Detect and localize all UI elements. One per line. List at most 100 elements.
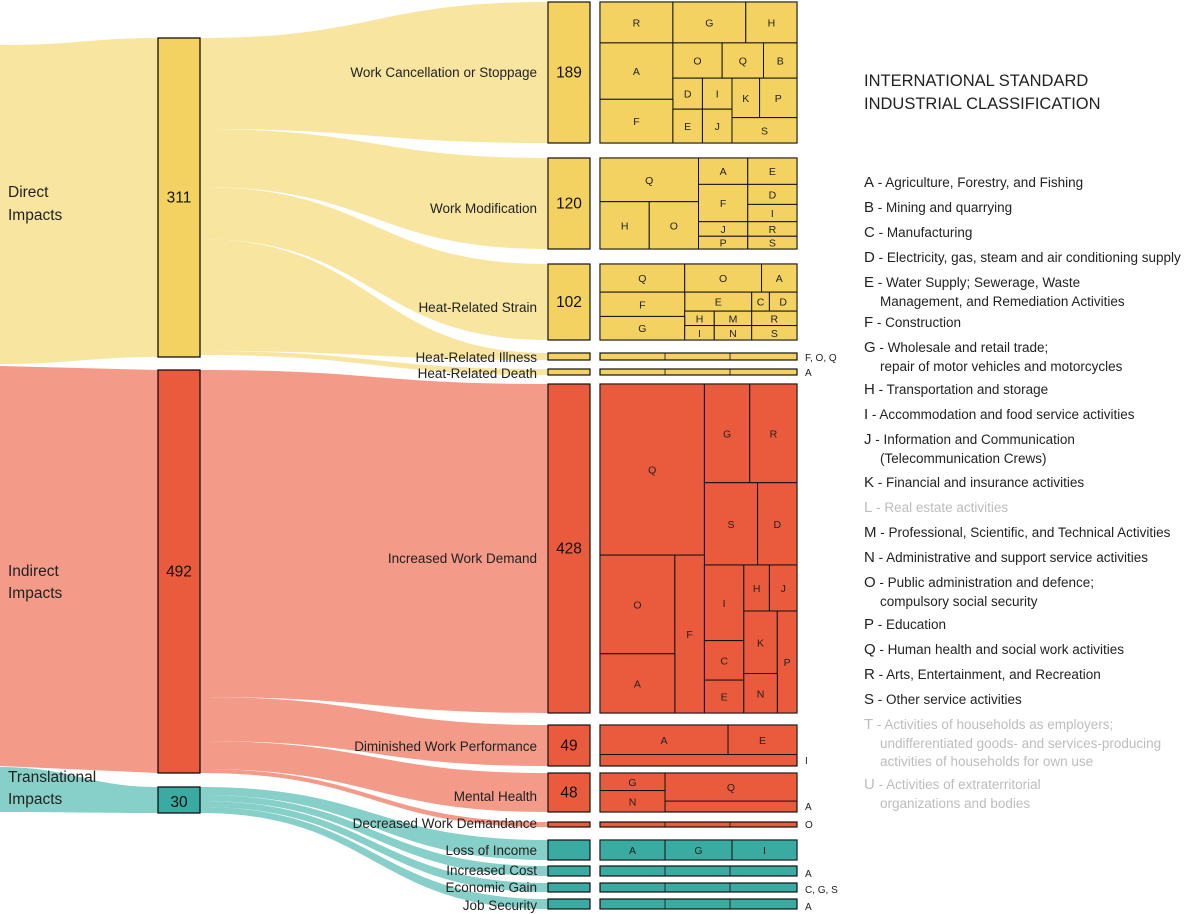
treemap-cell-label: G bbox=[628, 777, 636, 789]
treemap-cell-label: O bbox=[670, 220, 678, 232]
indirect-group-bar bbox=[157, 369, 201, 774]
category-label-heat-related-strain: Heat-Related Strain bbox=[418, 300, 537, 315]
treemap-cell-label: R bbox=[770, 428, 778, 440]
category-label-diminished-work-performance: Diminished Work Performance bbox=[354, 739, 537, 754]
treemap-cell-label: Q bbox=[645, 175, 653, 187]
legend-description: - Water Supply; Sewerage, Waste bbox=[874, 275, 1081, 290]
translational-incoming-band bbox=[0, 767, 158, 813]
treemap-cell-label: M bbox=[729, 313, 738, 325]
legend-code: Q bbox=[864, 641, 876, 658]
category-codes-increased-cost: A bbox=[805, 869, 812, 880]
treemap-cell-r bbox=[749, 383, 798, 484]
legend-code: F bbox=[864, 314, 874, 331]
treemap-cell-label: E bbox=[715, 297, 722, 309]
category-value-work-modification: 120 bbox=[556, 196, 582, 213]
treemap-cell-label: C bbox=[720, 655, 728, 667]
legend-item-line: M - Professional, Scientific, and Techni… bbox=[864, 524, 1170, 543]
category-bar-heat-related-illness bbox=[547, 352, 591, 361]
treemap-frame bbox=[599, 368, 798, 376]
legend-code: N bbox=[864, 549, 875, 566]
treemap-cell-label: D bbox=[684, 89, 692, 101]
legend-code: A bbox=[864, 174, 875, 191]
treemap-cell-label: A bbox=[661, 735, 668, 747]
legend-item-f: F - Construction bbox=[864, 314, 961, 333]
legend-item-continuation: (Telecommunication Crews) bbox=[880, 450, 1047, 466]
category-label-increased-work-demand: Increased Work Demand bbox=[388, 551, 537, 566]
legend-title-line: INDUSTRIAL CLASSIFICATION bbox=[864, 95, 1101, 113]
flow-diminished-work-performance bbox=[200, 697, 548, 766]
legend-item-e: E - Water Supply; Sewerage, Waste Managem… bbox=[864, 274, 1125, 311]
legend-description: - Transportation and storage bbox=[874, 382, 1049, 397]
legend-item-continuation: undifferentiated goods- and services-pro… bbox=[880, 735, 1162, 751]
category-bar-work-cancellation-or-stoppage bbox=[547, 1, 591, 144]
treemap-heat-related-strain: Q O A E C D F H M R G I N S bbox=[599, 263, 798, 341]
legend-code: O bbox=[864, 574, 876, 591]
legend-item-s: S - Other service activities bbox=[864, 691, 1022, 710]
legend-item-line: F - Construction bbox=[864, 314, 961, 333]
treemap-work-modification: Q A E F DI H O J R P S bbox=[599, 157, 798, 250]
treemap-cell-a bbox=[599, 724, 729, 756]
legend-code: C bbox=[864, 224, 875, 241]
legend-item-m: M - Professional, Scientific, and Techni… bbox=[864, 524, 1170, 543]
treemap-cell-n bbox=[743, 673, 778, 714]
category-value-heat-related-strain: 102 bbox=[556, 294, 582, 311]
legend-item-line: B - Mining and quarrying bbox=[864, 199, 1012, 218]
treemap-cell-label: S bbox=[769, 238, 776, 250]
translational-group-label: Impacts bbox=[8, 791, 63, 808]
legend-item-i: I - Accommodation and food service activ… bbox=[864, 406, 1135, 425]
legend-item-a: A - Agriculture, Forestry, and Fishing bbox=[864, 174, 1083, 193]
category-codes-decreased-work-demandance: O bbox=[805, 820, 813, 831]
legend-description: - Financial and insurance activities bbox=[874, 475, 1085, 490]
legend-code: I bbox=[864, 406, 869, 423]
treemap-frame bbox=[599, 821, 798, 828]
legend-item-line: P - Education bbox=[864, 616, 946, 635]
category-codes-economic-gain: C, G, S bbox=[805, 885, 838, 896]
treemap-cell-label: D bbox=[769, 189, 777, 201]
legend-code: K bbox=[864, 474, 875, 491]
isic-legend: INTERNATIONAL STANDARD INDUSTRIAL CLASSI… bbox=[864, 70, 1200, 811]
treemap-cell-label: G bbox=[723, 428, 731, 440]
treemap-cell-label: G bbox=[638, 323, 646, 335]
treemap-cell-label: D bbox=[779, 297, 787, 309]
treemap-cell-label: N bbox=[729, 328, 737, 340]
treemap-cell-e bbox=[703, 679, 745, 714]
legend-item-continuation: Management, and Remediation Activities bbox=[880, 293, 1125, 309]
indirect-group-label: Impacts bbox=[8, 585, 63, 602]
treemap-cell-q bbox=[721, 42, 765, 79]
legend-description: - Human health and social work activitie… bbox=[875, 642, 1125, 657]
treemap-cell-label: E bbox=[759, 735, 766, 747]
category-codes-heat-related-illness: F, O, Q bbox=[805, 353, 837, 364]
translational-group-value: 30 bbox=[170, 794, 188, 811]
treemap-frame bbox=[599, 352, 798, 361]
category-label-increased-cost: Increased Cost bbox=[446, 863, 537, 878]
legend-description: - Arts, Entertainment, and Recreation bbox=[874, 667, 1101, 682]
treemap-cell-label: Q bbox=[739, 56, 747, 68]
legend-item-r: R - Arts, Entertainment, and Recreation bbox=[864, 666, 1101, 685]
legend-item-h: H - Transportation and storage bbox=[864, 381, 1048, 400]
treemap-cell-label: R bbox=[771, 313, 779, 325]
treemap-cell-g bbox=[703, 383, 751, 484]
flow-increased-work-demand bbox=[200, 370, 548, 713]
category-bar-diminished-work-performance bbox=[547, 724, 591, 767]
treemap-cell-label: F bbox=[686, 629, 692, 641]
treemap-cell-s bbox=[731, 117, 798, 144]
treemap-cell-label: R bbox=[769, 224, 777, 236]
legend-title: INTERNATIONAL STANDARD INDUSTRIAL CLASSI… bbox=[864, 70, 1200, 116]
legend-description: - Professional, Scientific, and Technica… bbox=[876, 525, 1171, 540]
treemap-frame bbox=[599, 898, 798, 910]
treemap-cell-label: P bbox=[720, 238, 727, 250]
category-bar-decreased-work-demandance bbox=[547, 821, 591, 828]
treemap-cell-s bbox=[751, 325, 798, 341]
flow-work-modification bbox=[200, 129, 548, 249]
legend-item-line: H - Transportation and storage bbox=[864, 381, 1048, 400]
legend-item-continuation: compulsory social security bbox=[880, 593, 1038, 609]
legend-item-line: N - Administrative and support service a… bbox=[864, 549, 1148, 568]
flow-economic-gain bbox=[200, 801, 548, 892]
legend-item-line: R - Arts, Entertainment, and Recreation bbox=[864, 666, 1101, 685]
treemap-cell-a bbox=[599, 653, 676, 714]
treemap-cell-o bbox=[648, 201, 699, 250]
legend-item-j: J - Information and Communication (Teleco… bbox=[864, 431, 1075, 468]
legend-code: H bbox=[864, 381, 875, 398]
category-bar-work-modification bbox=[547, 157, 591, 250]
